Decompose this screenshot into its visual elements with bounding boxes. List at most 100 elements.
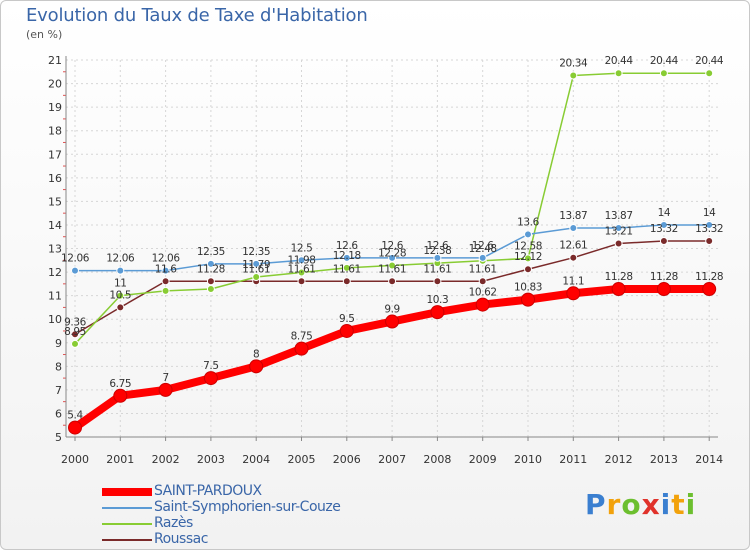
data-label-saint-pardoux: 7.5	[203, 360, 219, 372]
legend-label: Roussac	[154, 531, 208, 547]
x-tick-label: 2011	[559, 453, 587, 466]
data-point-raz-s	[116, 291, 125, 300]
logo-letter: x	[641, 488, 661, 521]
data-label-roussac: 13.32	[695, 223, 723, 235]
data-label-saint-symphorien-sur-couze: 12.6	[427, 240, 449, 252]
data-label-raz-s: 20.44	[650, 55, 679, 67]
x-tick-label: 2013	[650, 453, 678, 466]
data-label-saint-pardoux: 9.5	[339, 313, 355, 325]
data-point-saint-symphorien-sur-couze	[478, 253, 487, 262]
data-point-saint-symphorien-sur-couze	[297, 256, 306, 265]
data-label-saint-pardoux: 10.83	[514, 282, 542, 294]
data-point-raz-s	[297, 268, 306, 277]
x-tick-label: 2002	[152, 453, 180, 466]
y-tick-label: 8	[55, 360, 62, 373]
y-tick-label: 20	[48, 78, 62, 91]
data-point-raz-s	[161, 286, 170, 295]
data-point-saint-symphorien-sur-couze	[433, 253, 442, 262]
y-tick-label: 6	[55, 407, 62, 420]
x-tick-label: 2012	[605, 453, 633, 466]
y-tick-label: 21	[48, 54, 62, 67]
data-label-saint-symphorien-sur-couze: 13.87	[559, 210, 587, 222]
data-label-saint-pardoux: 10.3	[427, 294, 449, 306]
y-tick-label: 18	[48, 125, 62, 138]
data-label-saint-pardoux: 8.75	[291, 331, 313, 343]
data-point-saint-pardoux	[385, 314, 400, 329]
data-point-roussac	[297, 277, 306, 286]
legend-label: Razès	[154, 515, 193, 531]
logo-letter: r	[606, 488, 622, 521]
data-point-saint-symphorien-sur-couze	[252, 259, 261, 268]
logo-letter: i	[660, 488, 672, 521]
data-label-saint-pardoux: 11.28	[695, 271, 723, 283]
data-label-roussac: 11.61	[287, 263, 315, 275]
data-point-saint-pardoux	[521, 292, 535, 307]
x-tick-label: 2008	[423, 453, 451, 466]
data-label-saint-symphorien-sur-couze: 14	[703, 207, 716, 219]
data-label-saint-pardoux: 6.75	[109, 378, 131, 390]
legend-swatch-razes	[102, 523, 152, 525]
data-label-raz-s: 11	[114, 278, 127, 290]
data-label-saint-symphorien-sur-couze: 12.5	[291, 242, 313, 254]
data-point-roussac	[71, 330, 79, 339]
data-label-raz-s: 12.18	[333, 250, 361, 262]
data-label-saint-symphorien-sur-couze: 13.87	[605, 210, 633, 222]
legend-swatch-saint-pardoux	[102, 488, 152, 496]
data-label-roussac: 11.6	[155, 263, 177, 275]
x-tick-label: 2001	[106, 453, 134, 466]
data-label-roussac: 9.36	[64, 316, 86, 328]
data-label-saint-pardoux: 11.28	[650, 271, 678, 283]
data-label-raz-s: 20.34	[559, 58, 588, 70]
data-point-raz-s	[342, 263, 351, 272]
legend: SAINT-PARDOUX Saint-Symphorien-sur-Couze…	[102, 484, 362, 548]
legend-item-saint-pardoux: SAINT-PARDOUX	[102, 484, 362, 500]
data-point-saint-pardoux	[68, 420, 82, 435]
data-label-roussac: 12.61	[559, 240, 587, 252]
data-point-saint-symphorien-sur-couze	[161, 266, 170, 275]
y-tick-label: 19	[48, 101, 62, 114]
data-point-saint-symphorien-sur-couze	[388, 253, 397, 262]
data-label-saint-pardoux: 7	[162, 372, 168, 384]
data-point-roussac	[206, 277, 215, 286]
data-point-saint-symphorien-sur-couze	[524, 230, 532, 239]
data-point-saint-symphorien-sur-couze	[659, 220, 668, 229]
data-point-raz-s	[659, 69, 668, 78]
y-tick-label: 13	[48, 243, 62, 256]
data-label-saint-symphorien-sur-couze: 12.06	[106, 253, 135, 265]
data-point-roussac	[569, 253, 578, 262]
data-point-raz-s	[569, 71, 578, 80]
y-tick-label: 12	[48, 266, 62, 279]
data-label-saint-pardoux: 11.28	[605, 271, 633, 283]
y-tick-label: 17	[48, 148, 62, 161]
data-point-saint-symphorien-sur-couze	[71, 266, 79, 275]
data-point-saint-symphorien-sur-couze	[342, 253, 351, 262]
data-label-roussac: 11.28	[197, 263, 225, 275]
data-label-roussac: 10.5	[109, 289, 131, 301]
data-label-roussac: 11.61	[378, 263, 406, 275]
data-point-saint-pardoux	[113, 388, 128, 403]
data-label-raz-s: 12.58	[514, 240, 542, 252]
grid-layer	[66, 59, 718, 438]
y-tick-label: 14	[48, 219, 62, 232]
legend-swatch-saint-symphorien	[102, 507, 152, 509]
data-label-saint-pardoux: 9.9	[384, 304, 400, 316]
y-tick-label: 10	[48, 313, 62, 326]
data-label-raz-s: 11.98	[287, 255, 315, 267]
data-label-raz-s: 8.95	[64, 326, 86, 338]
data-point-saint-pardoux	[611, 282, 626, 297]
logo-letter: i	[685, 488, 697, 521]
data-label-raz-s: 12.38	[423, 245, 451, 257]
y-tick-label: 5	[55, 431, 62, 444]
x-tick-label: 2006	[333, 453, 361, 466]
data-label-saint-symphorien-sur-couze: 14	[658, 207, 671, 219]
data-label-saint-symphorien-sur-couze: 12.06	[61, 253, 90, 265]
data-point-raz-s	[705, 69, 714, 78]
data-point-raz-s	[524, 254, 532, 263]
x-tick-label: 2004	[242, 453, 270, 466]
series-layer	[68, 69, 717, 435]
y-tick-label: 16	[48, 172, 62, 185]
legend-swatch-roussac	[102, 539, 152, 541]
data-label-roussac: 13.32	[650, 223, 678, 235]
legend-item-saint-symphorien: Saint-Symphorien-sur-Couze	[102, 500, 362, 516]
data-label-saint-symphorien-sur-couze: 12.6	[381, 240, 403, 252]
